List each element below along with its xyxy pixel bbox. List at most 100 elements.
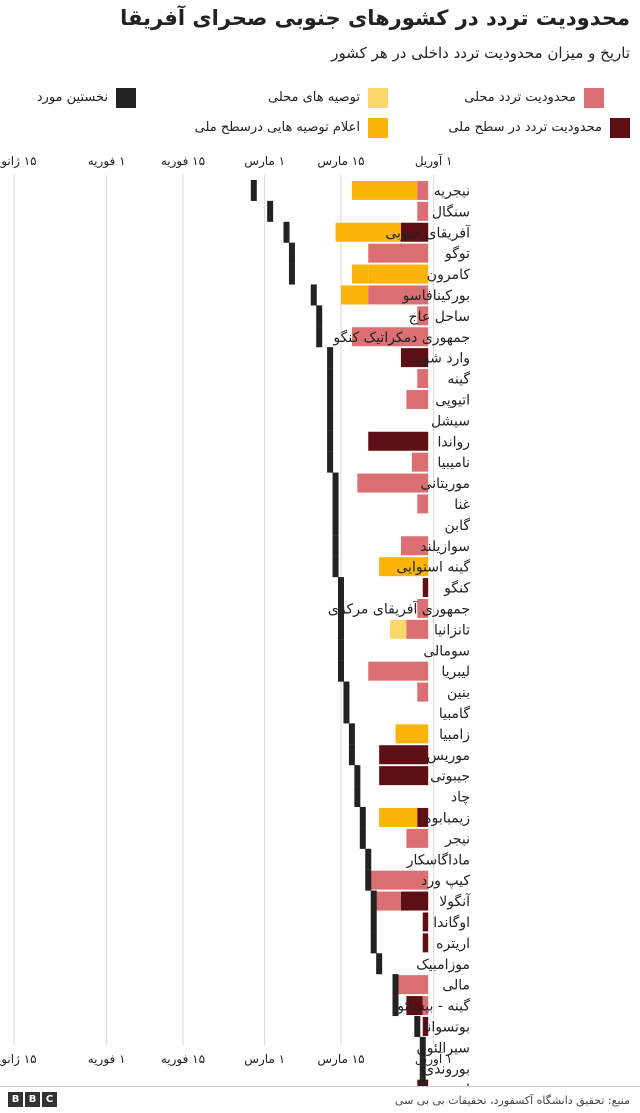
first-case-marker (370, 890, 377, 912)
first-case-marker (327, 388, 334, 410)
first-case-marker (354, 765, 361, 787)
first-case-marker (327, 430, 334, 452)
country-label: جمهوری دمکراتیک کنگو (332, 329, 470, 346)
first-case-marker (348, 744, 355, 766)
x-tick-label: ۱ مارس (244, 1052, 285, 1067)
country-label: زامبیا (439, 727, 470, 743)
restriction-bar (368, 285, 429, 305)
footer: B B C منبع: تحقیق دانشگاه آکسفورد، تحقیق… (0, 1086, 640, 1113)
first-case-marker (376, 953, 383, 975)
country-label: کنگو (443, 580, 470, 597)
restriction-bar (417, 598, 429, 618)
legend-label-first-case: نخستین مورد (36, 90, 108, 105)
legend-label-national-recommend: اعلام توصیه هایی درسطح ملی (194, 120, 360, 135)
first-case-marker (419, 1078, 426, 1086)
first-case-marker (338, 597, 344, 619)
first-case-marker (392, 974, 399, 996)
bbc-logo-letter: B (8, 1092, 23, 1107)
restriction-bar (400, 348, 429, 368)
first-case-marker (327, 409, 334, 431)
country-label: توگو (444, 245, 470, 262)
first-case-marker (283, 221, 290, 243)
restriction-bar (417, 682, 429, 702)
first-case-marker (419, 1057, 426, 1079)
country-label: زیمبابوه (424, 810, 470, 826)
first-case-marker (338, 577, 344, 599)
country-label: سیرالئون (416, 1040, 470, 1056)
country-label: گامبیا (439, 705, 470, 722)
restriction-bar (379, 807, 418, 827)
country-label: کیپ ورد (421, 873, 470, 889)
country-label: جیبوتی (430, 769, 470, 785)
first-case-marker (327, 347, 334, 369)
chart-subtitle: تاریخ و میزان محدودیت تردد داخلی در هر ک… (331, 44, 630, 62)
first-case-marker (359, 827, 366, 849)
restriction-bar (417, 306, 429, 326)
country-label: موزامبیک (416, 957, 470, 973)
bbc-logo-letter: B (25, 1092, 40, 1107)
first-case-marker (370, 911, 377, 933)
legend-first-case: نخستین مورد (11, 88, 136, 108)
first-case-marker (332, 493, 339, 515)
country-label: سیشل (431, 413, 470, 429)
x-tick-label: ۱ فوریه (88, 154, 126, 169)
x-tick-label: ۱۵ مارس (317, 154, 364, 169)
chart-title: محدودیت تردد در کشورهای جنوبی صحرای آفری… (120, 6, 630, 30)
x-tick-label: ۱۵ فوریه (161, 1052, 205, 1067)
country-label: آنگولا (439, 893, 471, 910)
restriction-bar (379, 766, 429, 786)
restriction-bar (411, 452, 429, 472)
country-label: جمهوری آفریقای مرکزی (328, 600, 470, 617)
restriction-bar (379, 745, 429, 765)
restriction-bar (417, 180, 429, 200)
x-tick-label: ۱۵ فوریه (161, 154, 205, 169)
country-label: تانزانیا (434, 622, 470, 638)
restriction-bar (368, 661, 429, 681)
first-case-marker (343, 702, 350, 724)
first-case-marker (370, 932, 377, 954)
restriction-bar (417, 494, 429, 514)
legend-swatch-national-recommend (368, 118, 388, 138)
country-label: آفریقای جنوبی (385, 224, 471, 241)
restriction-bar (341, 285, 369, 305)
first-case-marker (343, 681, 350, 703)
restriction-bar (422, 912, 429, 932)
legend-national-recommend: اعلام توصیه هایی درسطح ملی (148, 118, 388, 138)
first-case-marker (414, 1015, 421, 1037)
first-case-marker (316, 326, 323, 348)
restriction-bar (379, 557, 429, 577)
country-label: ساحل عاج (409, 309, 470, 325)
first-case-marker (348, 723, 355, 745)
country-label: نامیبیا (437, 455, 470, 471)
country-label: گینه استوایی (396, 559, 470, 576)
first-case-marker (332, 514, 339, 536)
country-label: سوازیلند (420, 539, 470, 555)
legend-local-restriction: محدودیت تردد محلی (394, 88, 604, 108)
country-label: نیجریه (434, 183, 470, 199)
first-case-marker (332, 535, 339, 557)
restriction-bar (406, 996, 423, 1016)
first-case-marker (327, 451, 334, 473)
restriction-bar (368, 243, 429, 263)
first-case-marker (359, 806, 366, 828)
first-case-marker (332, 556, 339, 578)
legend-swatch-national-restriction (610, 118, 630, 138)
legend-local-recommend: توصیه های محلی (228, 88, 388, 108)
x-tick-label: ۱ مارس (244, 154, 285, 169)
first-case-marker (392, 995, 399, 1017)
country-label: غنا (454, 497, 470, 513)
first-case-marker (354, 786, 361, 808)
x-tick-label: ۱ فوریه (88, 1052, 126, 1067)
restriction-bar (400, 536, 429, 556)
first-case-marker (288, 263, 295, 285)
legend-label-local-restriction: محدودیت تردد محلی (464, 90, 576, 105)
restriction-bar (422, 996, 429, 1016)
country-label: اوگاندا (433, 914, 470, 931)
legend-national-restriction: محدودیت تردد در سطح ملی (400, 118, 630, 138)
first-case-marker (327, 368, 334, 390)
first-case-marker (310, 284, 317, 306)
country-label: بورکینافاسو (402, 288, 470, 304)
first-case-marker (267, 200, 274, 222)
restriction-bar (373, 891, 401, 911)
restriction-bar (406, 619, 429, 639)
